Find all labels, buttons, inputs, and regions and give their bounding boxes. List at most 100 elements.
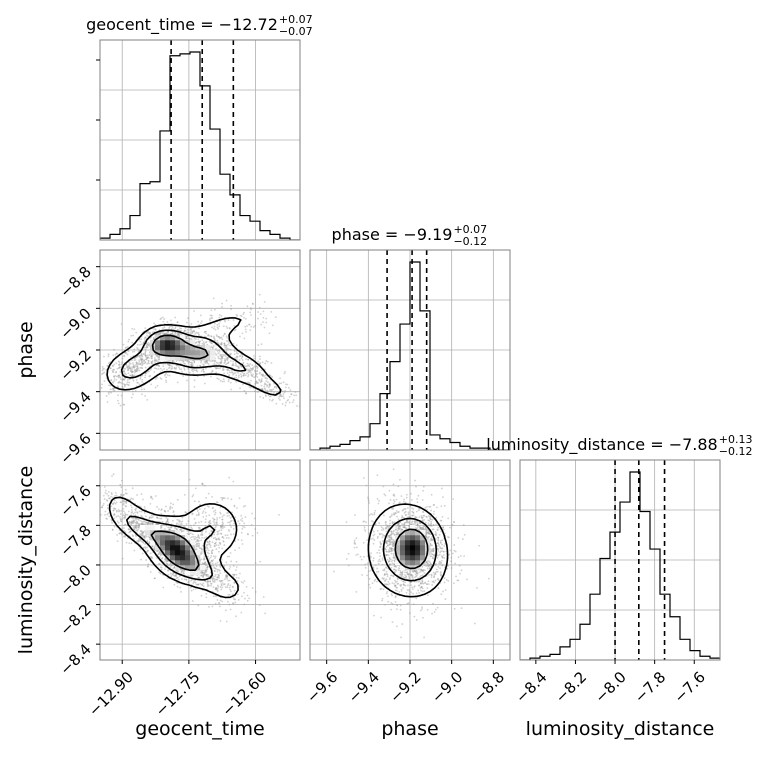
sample-point [221, 357, 223, 360]
sample-point [123, 524, 125, 527]
sample-point [146, 551, 148, 553]
sample-point [191, 364, 194, 367]
density-cell [205, 355, 211, 361]
sample-point [132, 535, 134, 538]
sample-point [106, 493, 108, 495]
sample-point [430, 509, 432, 512]
sample-point [372, 530, 375, 533]
sample-point [345, 521, 348, 524]
sample-point [201, 533, 203, 536]
sample-point [209, 546, 212, 549]
density-cell [160, 335, 166, 341]
sample-point [249, 367, 252, 370]
sample-point [226, 515, 229, 517]
sample-point [110, 493, 113, 496]
sample-point [402, 509, 405, 511]
sample-point [206, 565, 209, 568]
sample-point [118, 532, 121, 535]
sample-point [368, 577, 371, 580]
sample-point [213, 545, 216, 548]
sample-point [150, 496, 152, 499]
sample-point [142, 531, 145, 534]
sample-point [250, 368, 253, 370]
density-cell [165, 540, 171, 546]
sample-point [133, 348, 136, 351]
sample-point [264, 382, 266, 385]
sample-point [200, 552, 203, 555]
sample-point [275, 402, 278, 405]
sample-point [159, 367, 162, 370]
sample-point [129, 530, 132, 533]
sample-point [127, 350, 130, 352]
sample-point [141, 552, 144, 555]
sample-point [106, 504, 109, 507]
sample-point [224, 586, 227, 588]
sample-point [370, 538, 372, 541]
sample-point [264, 395, 267, 398]
sample-point [284, 389, 287, 392]
sample-point [347, 552, 350, 555]
sample-point [206, 568, 209, 571]
sample-point [232, 372, 235, 375]
sample-point [108, 384, 110, 387]
sample-point [118, 366, 121, 369]
sample-point [203, 343, 205, 346]
sample-point [144, 523, 147, 526]
sample-point [170, 328, 173, 330]
density-cell [180, 560, 186, 566]
sample-point [149, 503, 152, 505]
sample-point [112, 387, 115, 390]
density-cell [195, 350, 201, 356]
sample-point [103, 486, 106, 488]
sample-point [230, 533, 232, 536]
sample-point [231, 585, 234, 588]
sample-point [232, 596, 235, 599]
sample-point [146, 343, 148, 345]
sample-point [177, 570, 179, 573]
sample-point [200, 322, 202, 324]
sample-point [199, 547, 202, 550]
sample-point [207, 583, 209, 586]
sample-point [176, 381, 179, 384]
sample-point [160, 566, 163, 569]
sample-point [140, 357, 143, 360]
sample-point [135, 526, 137, 529]
sample-point [228, 530, 231, 532]
sample-point [185, 335, 188, 338]
sample-point [151, 355, 153, 358]
sample-point [142, 541, 144, 543]
sample-point [170, 319, 172, 322]
sample-point [218, 529, 221, 532]
sample-point [405, 493, 408, 496]
sample-point [132, 498, 134, 501]
sample-point [226, 327, 229, 329]
sample-point [208, 557, 210, 560]
sample-point [140, 361, 143, 364]
sample-point [232, 373, 234, 376]
sample-point [132, 365, 135, 368]
sample-point [438, 544, 440, 547]
sample-point [107, 362, 110, 364]
sample-point [215, 586, 218, 589]
sample-point [133, 366, 136, 368]
sample-point [183, 493, 186, 496]
sample-point [124, 523, 127, 526]
title-sup: +0.07 [453, 223, 487, 236]
sample-point [202, 341, 205, 343]
sample-point [103, 367, 105, 370]
sample-point [208, 532, 211, 535]
sample-point [154, 358, 156, 361]
sample-point [193, 330, 196, 333]
sample-point [282, 393, 285, 395]
panel-grid-0-0 [100, 40, 300, 240]
sample-point [166, 368, 168, 371]
sample-point [120, 486, 123, 489]
sample-point [216, 501, 219, 504]
sample-point [244, 505, 246, 507]
sample-point [148, 542, 151, 544]
sample-point [120, 501, 122, 504]
sample-point [393, 521, 396, 524]
sample-point [229, 552, 232, 554]
sample-point [383, 577, 385, 580]
sample-point [217, 532, 220, 535]
